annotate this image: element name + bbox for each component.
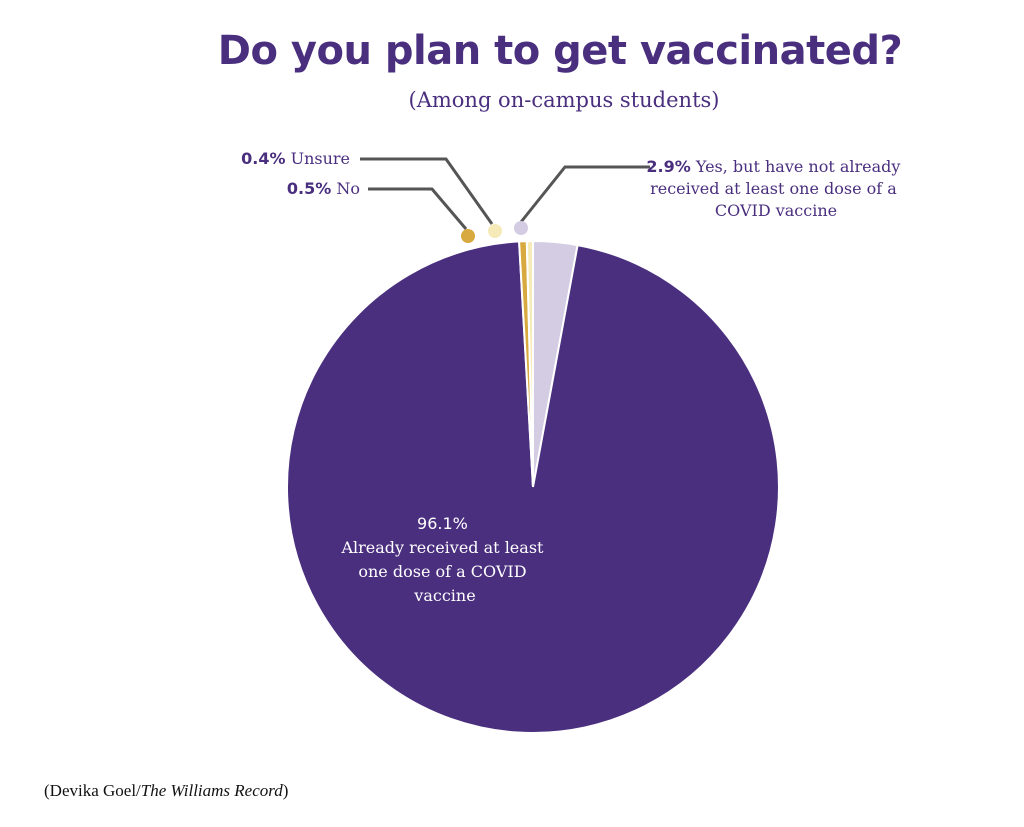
chart-subtitle: (Among on-campus students) bbox=[408, 88, 720, 112]
pie-slices bbox=[286, 239, 780, 734]
callout-label-yes: 2.9% Yes, but have not already received … bbox=[646, 157, 905, 220]
photo-credit: (Devika Goel/The Williams Record) bbox=[44, 781, 289, 800]
callout-dot-unsure bbox=[488, 224, 502, 238]
credit-publication: The Williams Record bbox=[140, 781, 283, 800]
callout-dot-yes bbox=[514, 221, 528, 235]
yes-pct: 2.9% bbox=[646, 157, 690, 176]
callout-line-no bbox=[368, 187, 468, 230]
callout-label-unsure: 0.4% Unsure bbox=[241, 149, 350, 168]
chart-title: Do you plan to get vaccinated? bbox=[217, 28, 903, 74]
slice-already bbox=[286, 240, 780, 734]
slice-unsure bbox=[525, 239, 534, 488]
callout-line-yes bbox=[519, 165, 650, 223]
slice-label-already: 96.1% Already received at least one dose… bbox=[340, 514, 548, 605]
callout-dot-no bbox=[461, 229, 475, 243]
credit-author: Devika Goel/ bbox=[49, 781, 141, 800]
callout-line-unsure bbox=[360, 157, 494, 225]
callout-label-no: 0.5% No bbox=[287, 179, 360, 198]
callouts: 2.9% Yes, but have not already received … bbox=[241, 149, 905, 605]
